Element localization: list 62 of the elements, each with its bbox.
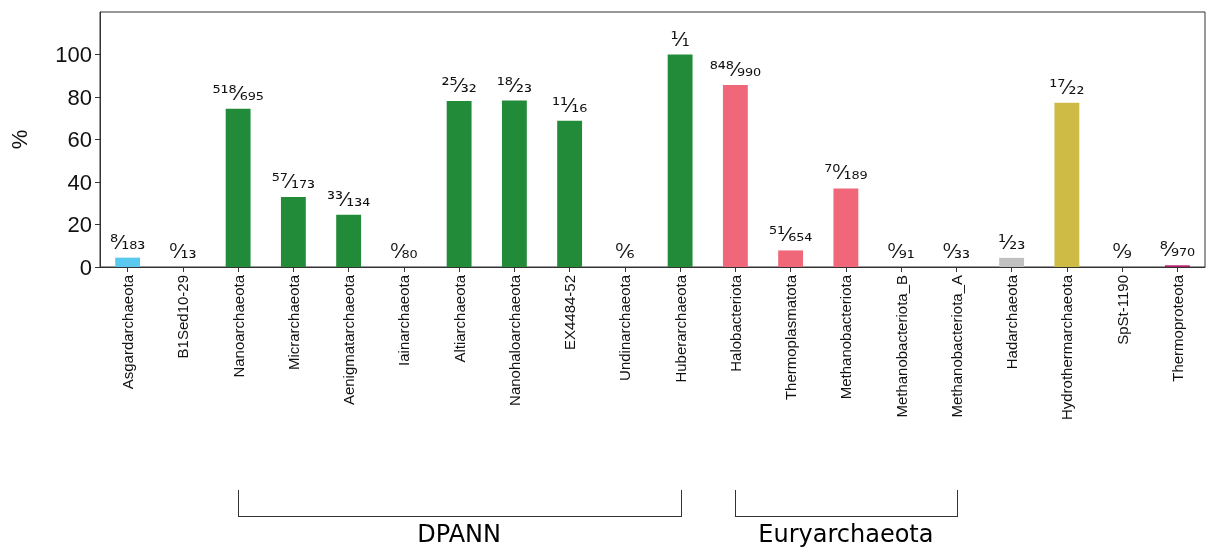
bar bbox=[999, 257, 1025, 267]
x-tick-label: Halobacteriota bbox=[726, 274, 744, 372]
y-tick-label: 80 bbox=[67, 84, 92, 110]
y-axis-title: % bbox=[6, 129, 32, 150]
data-label: ⁵¹⁄₆₅₄ bbox=[768, 222, 813, 247]
data-label: ⁰⁄₆ bbox=[615, 239, 635, 263]
data-label: ¹⁸⁄₂₃ bbox=[496, 72, 533, 97]
x-tick-label: Thermoproteota bbox=[1168, 274, 1186, 382]
x-tick-label: Thermoplasmatota bbox=[782, 274, 800, 401]
bar bbox=[722, 84, 748, 267]
y-tick-label: 60 bbox=[67, 127, 92, 152]
text: Euryarchaeota bbox=[758, 520, 934, 548]
bar bbox=[501, 100, 527, 267]
bar bbox=[833, 188, 859, 267]
bar bbox=[446, 101, 472, 267]
x-tick-label: Nanoarchaeota bbox=[229, 274, 247, 378]
data-label: ⁰⁄₉₁ bbox=[887, 239, 915, 263]
x-tick-label: Undinarchaeota bbox=[616, 274, 634, 381]
x-tick-label: Altiarchaeota bbox=[450, 274, 468, 363]
bar bbox=[336, 214, 362, 267]
x-tick-label: Methanobacteriota_A bbox=[947, 275, 965, 418]
x-tick-label: Hydrothermarchaeota bbox=[1058, 274, 1076, 421]
bar bbox=[667, 54, 693, 267]
data-label: ⁵⁷⁄₁₇₃ bbox=[271, 169, 316, 194]
bar bbox=[115, 257, 141, 267]
x-tick-label: Iainarchaeota bbox=[395, 274, 413, 366]
data-label: ¹⁄₁ bbox=[670, 26, 690, 51]
x-tick-label: Methanobacteriota_B bbox=[892, 275, 910, 418]
data-label: ¹¹⁄₁₆ bbox=[551, 92, 588, 117]
x-tick-label: SpSt-1190 bbox=[1113, 275, 1131, 345]
bar bbox=[1054, 102, 1080, 267]
data-label: ⁰⁄₁₃ bbox=[169, 239, 197, 263]
data-label: ⁸⁄₉₇₀ bbox=[1159, 237, 1196, 262]
data-label: ⁸⁴⁸⁄₉₉₀ bbox=[709, 56, 762, 81]
bar bbox=[557, 120, 583, 267]
data-label: ⁰⁄₈₀ bbox=[390, 239, 418, 263]
x-tick-label: EX4484-52 bbox=[561, 275, 579, 351]
data-label: ¹⁄₂₃ bbox=[997, 229, 1026, 254]
bar bbox=[778, 250, 804, 267]
x-tick-label: Methanobacteriota bbox=[837, 274, 855, 400]
y-tick-label: 0 bbox=[79, 254, 92, 280]
text: DPANN bbox=[417, 520, 501, 548]
bar bbox=[280, 197, 306, 267]
data-label: ¹⁷⁄₂₂ bbox=[1049, 74, 1085, 99]
x-tick-label: Micrarchaeota bbox=[284, 274, 302, 371]
data-label: ⁷⁰⁄₁₈₉ bbox=[824, 160, 868, 185]
x-tick-label: Nanohaloarchaeota bbox=[505, 274, 523, 406]
y-tick-label: 20 bbox=[67, 212, 92, 237]
x-tick-label: B1Sed10-29 bbox=[174, 275, 192, 359]
x-tick-label: Hadarchaeota bbox=[1003, 274, 1021, 370]
data-label: ³³⁄₁₃₄ bbox=[326, 186, 371, 211]
y-tick-label: 40 bbox=[67, 169, 92, 195]
bar bbox=[225, 108, 251, 267]
x-tick-label: Huberarchaeota bbox=[671, 274, 689, 383]
data-label: ²⁵⁄₃₂ bbox=[441, 73, 477, 98]
x-tick-label: Aenigmatarchaeota bbox=[340, 274, 358, 406]
data-label: ⁸⁄₁₈₃ bbox=[109, 229, 146, 254]
data-label: ⁰⁄₉ bbox=[1112, 239, 1132, 263]
x-tick-label: Asgardarchaeota bbox=[119, 274, 137, 390]
data-label: ⁵¹⁸⁄₆₉₅ bbox=[212, 80, 264, 105]
data-label: ⁰⁄₃₃ bbox=[942, 239, 971, 263]
y-tick-label: 100 bbox=[55, 42, 92, 67]
